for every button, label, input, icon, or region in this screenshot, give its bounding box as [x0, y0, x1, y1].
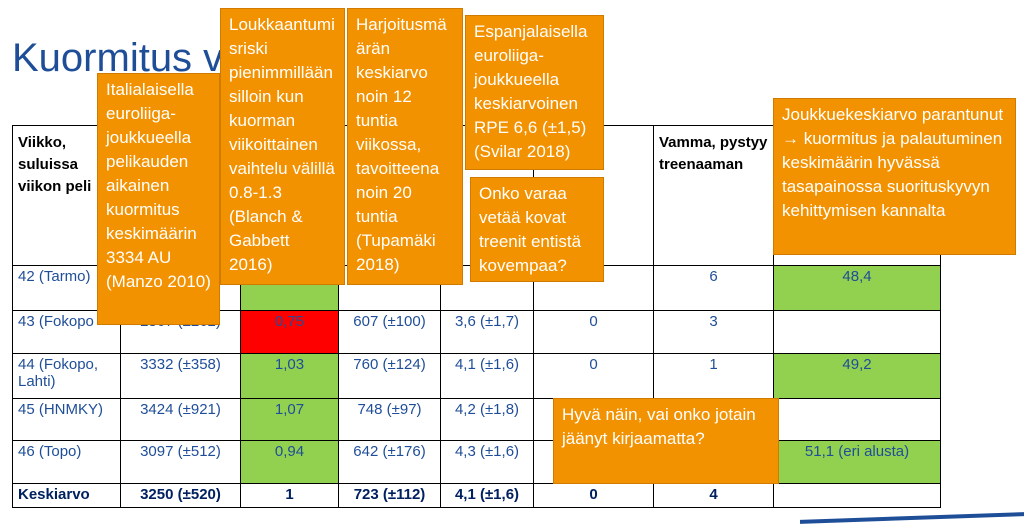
table-cell: 49,2	[773, 353, 941, 399]
table-cell: 1,07	[240, 398, 339, 441]
callout: Italialaisella euroliiga-joukkueella pel…	[97, 73, 220, 325]
table-cell: 748 (±97)	[338, 398, 441, 441]
table-cell: Keskiarvo	[12, 483, 121, 508]
table-cell: 1	[240, 483, 339, 508]
table-cell: 607 (±100)	[338, 310, 441, 354]
table-row: 46 (Topo) 3097 (±512) 0,94 642 (±176) 4,3 (±…	[12, 440, 941, 484]
table-cell: 642 (±176)	[338, 440, 441, 484]
table-cell: 6	[653, 265, 774, 311]
table-row: 44 (Fokopo, Lahti) 3332 (±358) 1,03 760 (±1…	[12, 353, 941, 399]
table-row: 42 (Tarmo)2648,4	[12, 265, 941, 311]
callout: Loukkaantumisriski pienimmillään silloin…	[220, 8, 345, 285]
table-cell: 723 (±112)	[338, 483, 441, 508]
table-cell: 1,03	[240, 353, 339, 399]
table-cell: Vamma, pystyy treenaaman	[653, 125, 774, 266]
table-cell: 0	[533, 310, 654, 354]
table-cell: 3250 (±520)	[120, 483, 241, 508]
callout: Joukkuekeskiarvo parantunut → kuormitus …	[773, 98, 1016, 255]
table-cell	[773, 398, 941, 441]
table-cell	[773, 483, 941, 508]
table-cell: 3	[653, 310, 774, 354]
table-cell: 51,1 (eri alusta)	[773, 440, 941, 484]
table-cell: 760 (±124)	[338, 353, 441, 399]
table-cell: 4,1 (±1,6)	[440, 483, 534, 508]
callout: Onko varaa vetää kovat treenit entistä k…	[470, 177, 604, 282]
table-cell: 4,2 (±1,8)	[440, 398, 534, 441]
table-cell: 3332 (±358)	[120, 353, 241, 399]
table-cell: 3,6 (±1,7)	[440, 310, 534, 354]
table-row: 45 (HNMKY) 3424 (±921) 1,07 748 (±97) 4,2 (±…	[12, 398, 941, 441]
table-cell: 4,1 (±1,6)	[440, 353, 534, 399]
slide-title: Kuormitus v	[12, 36, 224, 80]
table-cell: 44 (Fokopo, Lahti)	[12, 353, 121, 399]
table-cell: 0,94	[240, 440, 339, 484]
table-cell: 0	[533, 483, 654, 508]
table-cell: 0	[533, 353, 654, 399]
table-cell: 46 (Topo)	[12, 440, 121, 484]
callout: Harjoitusmäärän keskiarvo noin 12 tuntia…	[347, 8, 463, 285]
callout: Espanjalaisella euroliiga-joukkueella ke…	[465, 15, 604, 170]
table-cell: 4,3 (±1,6)	[440, 440, 534, 484]
table-row: Keskiarvo 3250 (±520) 1 723 (±112) 4,1 (±1,6…	[12, 483, 941, 508]
table-cell: 48,4	[773, 265, 941, 311]
callout: Hyvä näin, vai onko jotain jäänyt kirjaa…	[553, 398, 779, 484]
table-cell: 3424 (±921)	[120, 398, 241, 441]
table-cell: 3097 (±512)	[120, 440, 241, 484]
footer-stripe	[800, 512, 1024, 524]
table-cell: 4	[653, 483, 774, 508]
table-cell: 45 (HNMKY)	[12, 398, 121, 441]
table-cell: 0,75	[240, 310, 339, 354]
table-cell: 1	[653, 353, 774, 399]
table-cell	[773, 310, 941, 354]
